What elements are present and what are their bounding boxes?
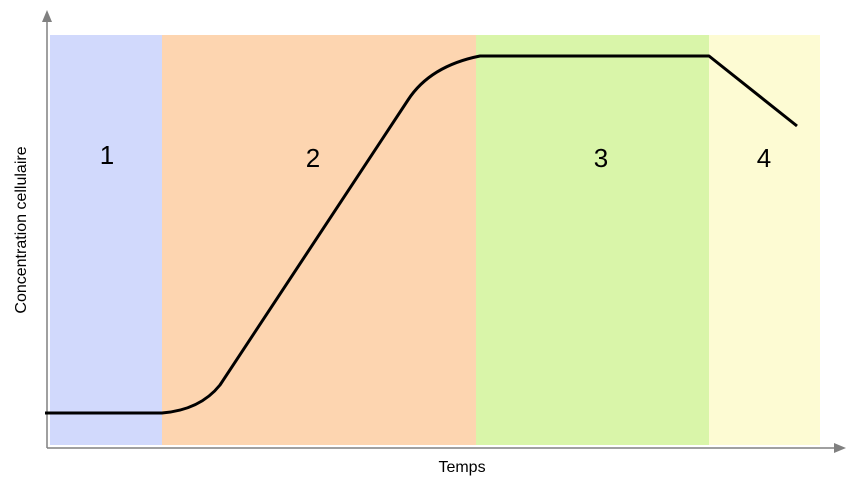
y-axis-label: Concentration cellulaire — [13, 146, 30, 313]
phase-label: 4 — [757, 143, 771, 173]
phase-band — [50, 35, 162, 445]
phase-label: 3 — [594, 143, 608, 173]
phase-band — [709, 35, 820, 445]
phase-band — [162, 35, 476, 445]
phase-label: 2 — [306, 143, 320, 173]
y-arrow — [42, 10, 52, 22]
x-axis-label: Temps — [438, 459, 485, 476]
x-arrow — [834, 443, 846, 453]
phase-band — [476, 35, 709, 445]
growth-curve — [45, 54, 798, 415]
phase-label: 1 — [100, 140, 114, 170]
